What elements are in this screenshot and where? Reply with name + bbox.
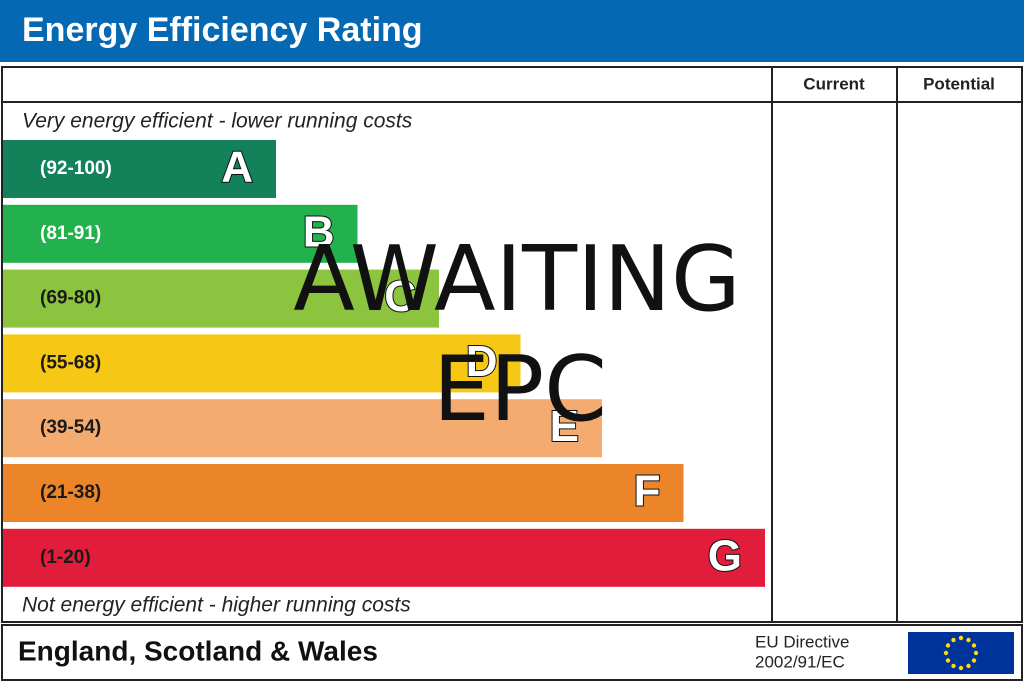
- bottom-note: Not energy efficient - higher running co…: [22, 594, 411, 617]
- band-range: (55-68): [40, 352, 101, 373]
- column-label: Potential: [923, 74, 995, 93]
- band-bar: [3, 528, 765, 587]
- eu-star: [971, 658, 977, 663]
- band-letter: G: [708, 531, 742, 580]
- header-bar: [0, 0, 1024, 62]
- band-bar: [3, 204, 358, 263]
- eu-star: [958, 635, 964, 641]
- footer-region: England, Scotland & Wales: [18, 635, 378, 666]
- band-bar: [3, 269, 439, 328]
- eu-star: [958, 665, 964, 671]
- top-note: Very energy efficient - lower running co…: [22, 110, 413, 133]
- header-title: Energy Efficiency Rating: [22, 11, 423, 49]
- main-frame: [1, 66, 1023, 623]
- eu-star: [966, 637, 971, 643]
- band-range: (92-100): [40, 158, 112, 179]
- footer-directive: 2002/91/EC: [755, 652, 845, 671]
- footer-frame: [1, 624, 1023, 681]
- band-range: (69-80): [40, 288, 101, 309]
- eu-star: [966, 663, 971, 669]
- eu-star: [951, 663, 956, 669]
- footer-directive: EU Directive: [755, 632, 849, 651]
- eu-star: [971, 643, 977, 648]
- band-letter: B: [303, 207, 335, 256]
- band-bar: [3, 334, 521, 393]
- band-letter: D: [466, 337, 498, 386]
- band-bar: [3, 140, 276, 198]
- band-letter: F: [634, 467, 661, 516]
- band-range: (81-91): [40, 223, 101, 244]
- eu-star: [973, 650, 979, 656]
- band-letter: A: [221, 143, 253, 192]
- overlay-text: AWAITING: [293, 227, 740, 332]
- band-letter: C: [384, 272, 416, 321]
- eu-star: [945, 658, 951, 663]
- eu-star: [945, 643, 951, 648]
- column-label: Current: [803, 74, 865, 93]
- band-letter: E: [550, 402, 579, 451]
- eu-stars: [943, 635, 979, 671]
- band-bar: [3, 464, 684, 522]
- band-range: (39-54): [40, 417, 101, 438]
- band-range: (21-38): [40, 482, 101, 503]
- overlay-text: EPC: [433, 337, 607, 442]
- band-bar: [3, 399, 602, 458]
- eu-star: [943, 650, 949, 656]
- band-range: (1-20): [40, 547, 91, 568]
- eu-star: [951, 637, 956, 643]
